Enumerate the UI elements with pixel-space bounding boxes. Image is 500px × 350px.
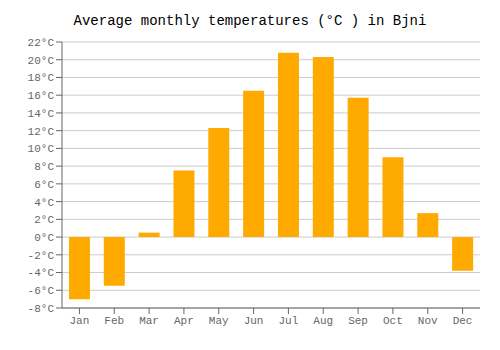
svg-text:0°C: 0°C [34, 232, 54, 244]
svg-text:4°C: 4°C [34, 197, 54, 209]
svg-text:Jul: Jul [279, 315, 299, 327]
svg-text:8°C: 8°C [34, 161, 54, 173]
svg-text:Oct: Oct [383, 315, 403, 327]
svg-text:22°C: 22°C [28, 37, 55, 49]
svg-text:Dec: Dec [453, 315, 473, 327]
svg-text:-2°C: -2°C [28, 250, 55, 262]
svg-text:2°C: 2°C [34, 214, 54, 226]
svg-text:May: May [209, 315, 229, 327]
svg-text:16°C: 16°C [28, 90, 55, 102]
svg-text:Mar: Mar [139, 315, 159, 327]
svg-text:Sep: Sep [348, 315, 368, 327]
svg-text:Apr: Apr [174, 315, 194, 327]
svg-text:20°C: 20°C [28, 55, 55, 67]
svg-text:14°C: 14°C [28, 108, 55, 120]
svg-text:10°C: 10°C [28, 143, 55, 155]
svg-text:Jun: Jun [244, 315, 264, 327]
svg-text:-4°C: -4°C [28, 267, 55, 279]
svg-text:18°C: 18°C [28, 72, 55, 84]
svg-text:Feb: Feb [104, 315, 124, 327]
svg-text:Jan: Jan [70, 315, 90, 327]
svg-text:Nov: Nov [418, 315, 438, 327]
html-text:Average monthly temperatures (: Average monthly temperatures (°C ) in Bj… [73, 13, 427, 29]
svg-text:12°C: 12°C [28, 126, 55, 138]
svg-text:-6°C: -6°C [28, 285, 55, 297]
svg-text:6°C: 6°C [34, 179, 54, 191]
svg-text:Aug: Aug [313, 315, 333, 327]
svg-text:-8°C: -8°C [28, 303, 55, 315]
